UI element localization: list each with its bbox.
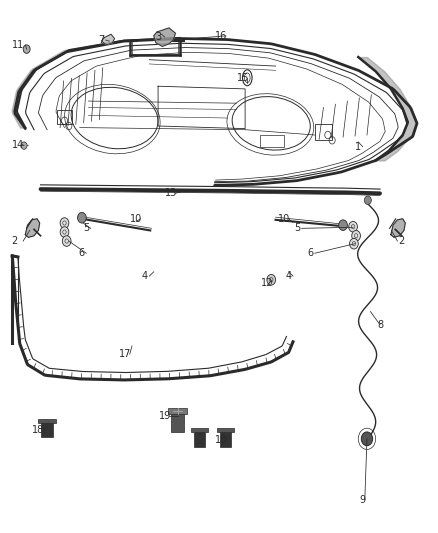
Text: 14: 14 (12, 140, 24, 150)
Polygon shape (154, 28, 176, 46)
Text: 19: 19 (159, 411, 171, 421)
Text: 17: 17 (119, 349, 131, 359)
Circle shape (62, 236, 71, 246)
Text: 15: 15 (237, 73, 249, 83)
Circle shape (78, 213, 86, 223)
Circle shape (267, 274, 276, 285)
Polygon shape (102, 34, 115, 45)
Text: 11: 11 (12, 40, 24, 50)
Bar (260, 135, 284, 147)
Text: 10: 10 (278, 214, 290, 224)
Circle shape (21, 142, 27, 149)
Text: 6: 6 (79, 248, 85, 259)
Text: 12: 12 (261, 278, 273, 288)
Text: 4: 4 (142, 271, 148, 281)
Text: 1: 1 (355, 142, 361, 152)
Text: 3: 3 (155, 32, 161, 42)
Circle shape (339, 220, 347, 230)
Bar (171, 414, 184, 432)
Text: 8: 8 (377, 320, 383, 330)
Text: 9: 9 (360, 495, 366, 505)
Circle shape (349, 221, 357, 232)
Circle shape (350, 238, 358, 249)
Bar (57, 110, 72, 124)
Text: 5: 5 (294, 223, 300, 233)
Circle shape (352, 230, 360, 241)
Circle shape (60, 217, 69, 228)
Bar (191, 428, 208, 432)
Text: 5: 5 (83, 223, 89, 233)
Text: 2: 2 (399, 236, 405, 246)
Circle shape (60, 227, 69, 237)
Text: 18: 18 (215, 435, 227, 446)
Text: 10: 10 (130, 214, 142, 224)
Text: 13: 13 (165, 188, 177, 198)
Circle shape (364, 196, 371, 205)
Circle shape (361, 432, 373, 446)
Bar (42, 422, 53, 437)
Circle shape (23, 45, 30, 53)
Text: 7: 7 (99, 35, 105, 45)
Bar (220, 432, 231, 447)
Text: 2: 2 (11, 236, 18, 246)
Text: 16: 16 (215, 31, 227, 41)
Bar (39, 419, 56, 423)
Text: 6: 6 (307, 248, 314, 259)
Bar (315, 124, 332, 140)
Text: 18: 18 (32, 425, 45, 435)
Bar (194, 432, 205, 447)
Bar (168, 408, 187, 414)
Bar (217, 428, 234, 432)
Text: 4: 4 (286, 271, 292, 281)
Polygon shape (391, 219, 405, 237)
Polygon shape (25, 219, 40, 237)
